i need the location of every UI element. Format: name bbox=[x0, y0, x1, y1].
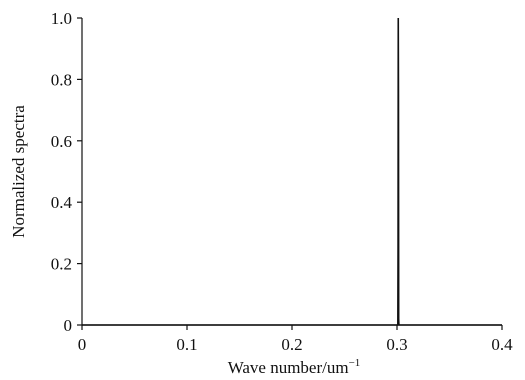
spectrum-line bbox=[82, 17, 502, 326]
x-tick-label: 0 bbox=[78, 335, 87, 354]
x-tick-label: 0.1 bbox=[176, 335, 197, 354]
x-axis-title: Wave number/um−1 bbox=[228, 357, 361, 377]
x-axis-title-text: Wave number/um bbox=[228, 358, 349, 377]
y-tick-label: 0.8 bbox=[51, 70, 72, 89]
y-tick-label: 0.4 bbox=[51, 193, 73, 212]
y-axis-title: Normalized spectra bbox=[9, 105, 28, 238]
y-tick-label: 0.6 bbox=[51, 132, 72, 151]
y-tick-label: 0.2 bbox=[51, 255, 72, 274]
series-group bbox=[82, 17, 502, 326]
x-axis-ticks: 0 0.1 0.2 0.3 0.4 bbox=[78, 325, 513, 354]
y-axis-ticks: 0 0.2 0.4 0.6 0.8 1.0 bbox=[51, 9, 82, 335]
x-tick-label: 0.3 bbox=[386, 335, 407, 354]
y-tick-label: 1.0 bbox=[51, 9, 72, 28]
x-tick-label: 0.2 bbox=[281, 335, 302, 354]
x-tick-label: 0.4 bbox=[491, 335, 513, 354]
y-tick-label: 0 bbox=[64, 316, 73, 335]
x-axis-title-superscript: −1 bbox=[349, 357, 361, 369]
